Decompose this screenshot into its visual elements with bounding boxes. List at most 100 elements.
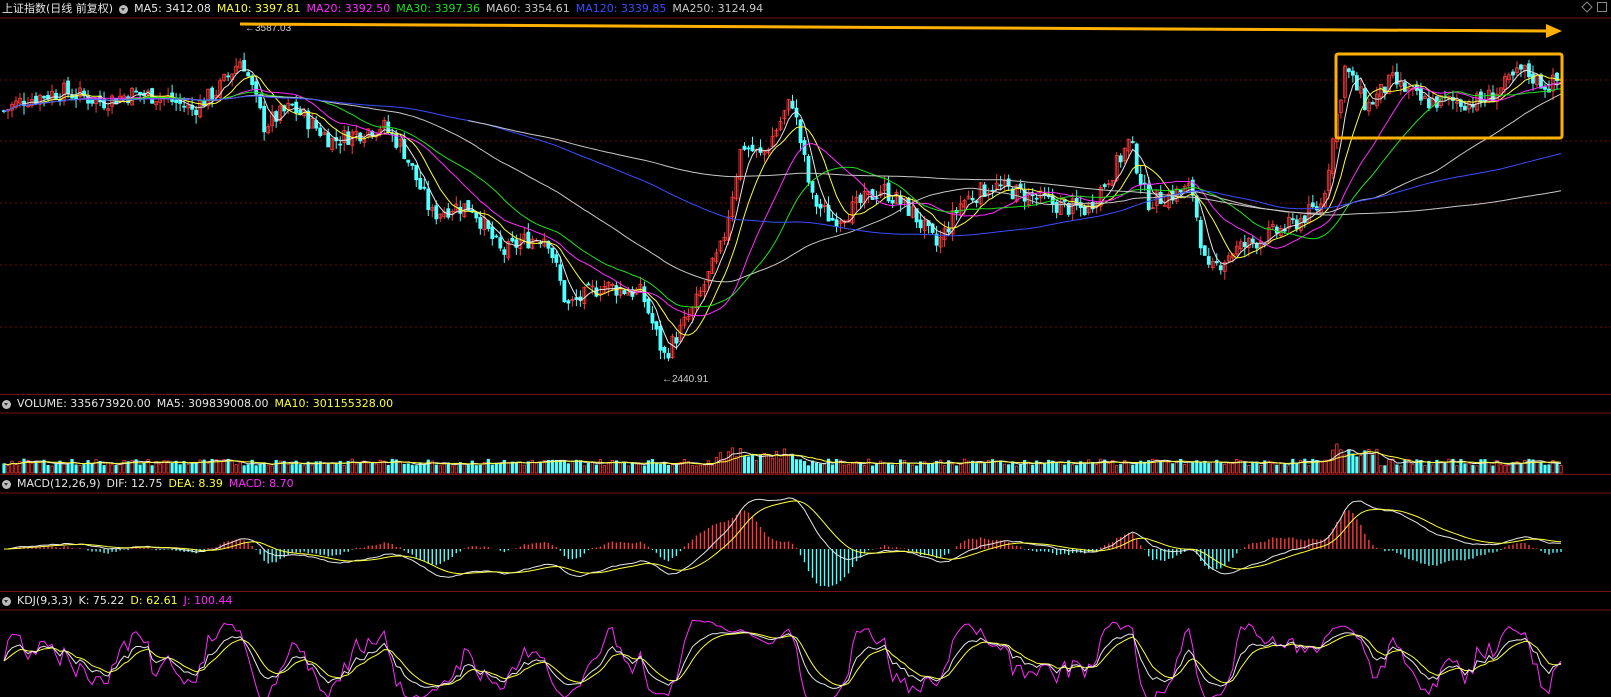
candle-body bbox=[258, 94, 263, 109]
candle bbox=[1150, 201, 1155, 210]
volume-bar bbox=[943, 465, 947, 474]
candle bbox=[414, 164, 419, 187]
diamond-icon[interactable] bbox=[1581, 1, 1593, 13]
volume-bar bbox=[106, 462, 110, 474]
candle bbox=[1382, 86, 1387, 100]
candlestick-chart[interactable]: ←3587.03 ←2440.91 bbox=[0, 0, 1611, 395]
candle bbox=[510, 231, 515, 244]
candle-body bbox=[1531, 73, 1535, 84]
candle-body bbox=[246, 72, 251, 77]
candle bbox=[722, 232, 727, 245]
volume-bar bbox=[1175, 461, 1179, 474]
candle-body bbox=[1302, 215, 1307, 223]
candle bbox=[186, 98, 191, 115]
macd-panel[interactable]: MACD(12,26,9) DIF: 12.75 DEA: 8.39 MACD:… bbox=[0, 475, 1611, 592]
candle bbox=[242, 52, 247, 72]
candle-body bbox=[550, 247, 555, 259]
volume-bar bbox=[1455, 465, 1459, 474]
candle bbox=[206, 88, 211, 110]
volume-bar bbox=[826, 458, 831, 474]
candle-body bbox=[1038, 190, 1043, 199]
candle-body bbox=[670, 335, 675, 358]
volume-bar bbox=[170, 462, 174, 474]
price-panel[interactable]: 上证指数(日线 前复权) MA5: 3412.08 MA10: 3397.81 … bbox=[0, 0, 1611, 395]
candle bbox=[506, 238, 511, 261]
candle bbox=[218, 77, 223, 102]
volume-bar bbox=[874, 463, 879, 474]
volume-bar bbox=[530, 459, 534, 474]
candle-body bbox=[414, 164, 419, 181]
candle-body bbox=[1487, 89, 1491, 103]
candle bbox=[778, 116, 783, 132]
volume-bar bbox=[674, 464, 679, 474]
candle-body bbox=[1342, 65, 1347, 98]
volume-bar bbox=[222, 459, 226, 474]
volume-bar bbox=[1011, 461, 1015, 474]
candle-body bbox=[718, 240, 723, 252]
volume-ma10-line bbox=[3, 450, 1562, 466]
volume-bar bbox=[534, 462, 538, 474]
volume-bar bbox=[983, 463, 987, 474]
volume-bar bbox=[94, 459, 98, 474]
candle bbox=[474, 211, 479, 223]
candle bbox=[762, 150, 767, 163]
candle-body bbox=[1390, 72, 1395, 76]
volume-bar bbox=[798, 459, 803, 474]
volume-bar bbox=[1119, 464, 1123, 474]
candle bbox=[594, 280, 599, 298]
candle bbox=[34, 92, 38, 106]
volume-bar bbox=[1327, 459, 1331, 474]
candle-body bbox=[906, 197, 911, 216]
candle bbox=[1242, 234, 1247, 256]
candle bbox=[998, 175, 1003, 190]
candle bbox=[134, 87, 138, 93]
kdj-chart[interactable] bbox=[0, 592, 1611, 697]
candle bbox=[82, 88, 86, 100]
candle-body bbox=[1194, 195, 1199, 218]
volume-bar bbox=[610, 459, 614, 474]
volume-bar bbox=[494, 463, 498, 474]
volume-bar bbox=[166, 460, 170, 474]
candle-body bbox=[1370, 102, 1375, 105]
kdj-panel[interactable]: KDJ(9,3,3) K: 75.22 D: 62.61 J: 100.44 bbox=[0, 592, 1611, 697]
candle bbox=[10, 101, 14, 118]
candle bbox=[802, 137, 807, 162]
volume-bar bbox=[630, 462, 635, 474]
candle bbox=[782, 109, 787, 125]
volume-bar bbox=[522, 464, 526, 474]
candle-body bbox=[882, 184, 887, 191]
volume-bar bbox=[1167, 461, 1171, 474]
candle-body bbox=[1242, 242, 1247, 248]
volume-bar bbox=[526, 461, 530, 474]
candle bbox=[710, 257, 715, 274]
candle-body bbox=[610, 283, 615, 287]
candle-body bbox=[318, 127, 323, 137]
kdj-toggle-icon[interactable] bbox=[2, 596, 11, 606]
volume-bar bbox=[754, 459, 759, 474]
settings-toggle-icon[interactable] bbox=[119, 4, 129, 14]
candle-body bbox=[786, 99, 791, 111]
candle bbox=[86, 90, 90, 110]
volume-bar bbox=[218, 461, 222, 474]
candle-body bbox=[962, 199, 967, 208]
volume-panel[interactable]: VOLUME: 335673920.00 MA5: 309839008.00 M… bbox=[0, 395, 1611, 475]
volume-toggle-icon[interactable] bbox=[2, 399, 11, 409]
candle-body bbox=[354, 130, 359, 135]
candle-body bbox=[562, 280, 567, 303]
square-icon[interactable] bbox=[1597, 2, 1607, 12]
volume-bar bbox=[626, 465, 631, 474]
volume-bar bbox=[1203, 460, 1207, 474]
macd-toggle-icon[interactable] bbox=[2, 479, 11, 489]
volume-bar bbox=[118, 463, 122, 474]
candle-body bbox=[434, 205, 439, 220]
volume-bar bbox=[1183, 463, 1187, 474]
candle-body bbox=[242, 59, 247, 72]
macd-chart[interactable] bbox=[0, 475, 1611, 592]
volume-bar bbox=[979, 461, 983, 474]
panel-tools bbox=[1581, 1, 1607, 13]
volume-bar bbox=[110, 464, 114, 474]
volume-bar bbox=[726, 451, 731, 474]
candle-body bbox=[950, 210, 955, 235]
volume-chart[interactable] bbox=[0, 395, 1611, 475]
ma20-readout: MA20: 3392.50 bbox=[306, 2, 391, 15]
